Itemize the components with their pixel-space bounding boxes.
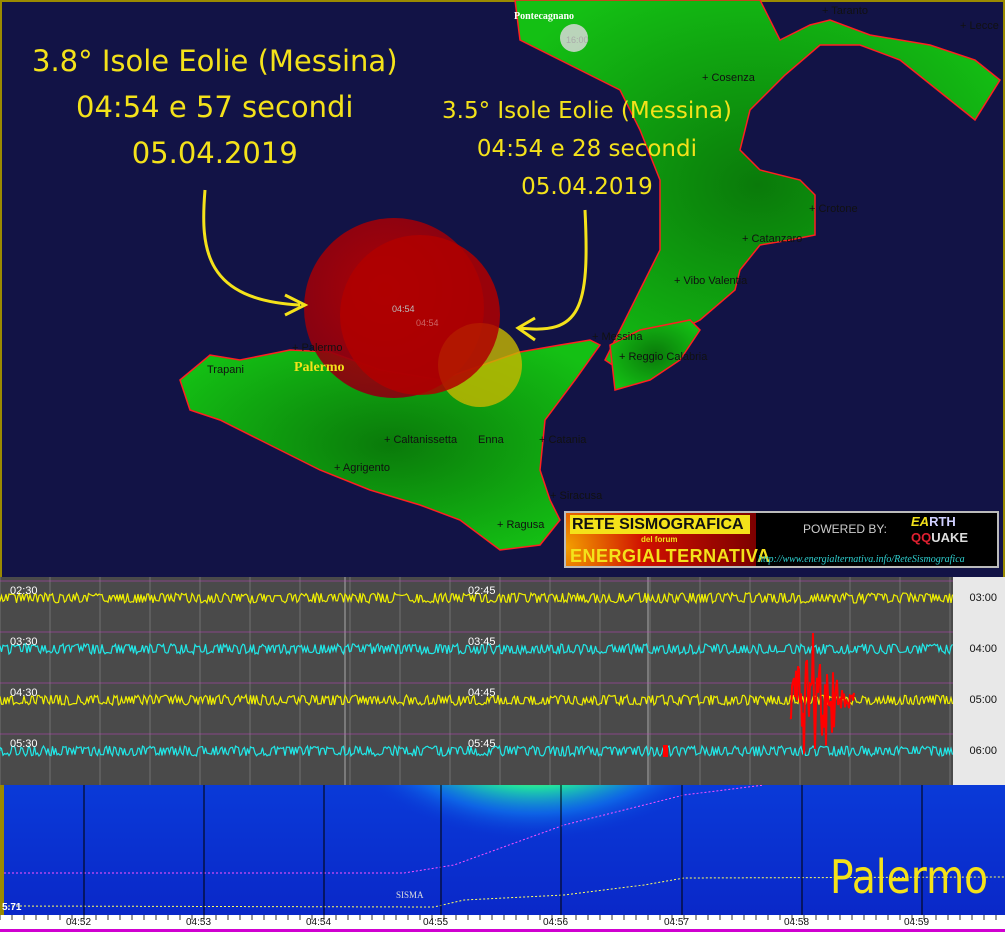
row-3-end-time: 05:00 [969, 694, 997, 706]
banner-powered-by: POWERED BY: [803, 522, 888, 536]
banner-url-link[interactable]: http://www.energialternativa.info/ReteSi… [758, 554, 965, 565]
city-enna: Enna [478, 434, 504, 446]
city-messina: + Messina [592, 331, 643, 343]
time-tick-label: 04:53 [186, 917, 212, 928]
row-1-start-time: 02:30 [10, 585, 38, 597]
city-crotone: + Crotone [809, 203, 858, 215]
seismogram-panel: 02:30 02:45 03:00 03:30 03:45 04:00 04:3… [0, 577, 1005, 785]
quake-label-2: 04:54 [416, 318, 439, 328]
city-lecce: + Lecce [960, 20, 999, 32]
row-1-mid-time: 02:45 [468, 585, 496, 597]
city-taranto: + Taranto [822, 5, 868, 17]
arrow-left [202, 189, 309, 317]
annotation-1-date: 05.04.2019 [131, 136, 298, 170]
magenta-trace [4, 785, 765, 874]
row-4-mid-time: 05:45 [468, 738, 496, 750]
quake-label-1: 04:54 [392, 304, 415, 314]
city-catanzaro: + Catanzaro [742, 233, 803, 245]
time-axis: 04:52 04:53 04:54 04:55 04:56 04:57 04:58 04:59 [0, 915, 1005, 932]
station-pontecagnano-time: 16:00 [566, 35, 589, 45]
arrow-right [515, 209, 588, 342]
calabria-tip [609, 319, 701, 391]
city-vibo-valentia: + Vibo Valentia [674, 275, 748, 287]
city-catania: + Catania [539, 434, 587, 446]
row-2-mid-time: 03:45 [468, 636, 496, 648]
yellow-trace [4, 876, 1005, 908]
row-4-start-time: 05:30 [10, 738, 38, 750]
row-3-mid-time: 04:45 [468, 687, 496, 699]
earthquake-map: 3.8° Isole Eolie (Messina) 04:54 e 57 se… [0, 0, 1005, 577]
annotation-quake-1: 3.8° Isole Eolie (Messina) 04:54 e 57 se… [32, 38, 398, 176]
city-cosenza: + Cosenza [702, 72, 755, 84]
annotation-quake-2: 3.5° Isole Eolie (Messina) 04:54 e 28 se… [442, 92, 732, 206]
city-siracusa: + Siracusa [550, 490, 603, 502]
earthquake-logo-line2: QQUAKE [911, 530, 969, 545]
annotation-2-date: 05.04.2019 [521, 174, 653, 200]
sisma-marker: SISMA [396, 890, 424, 900]
rete-sismografica-banner[interactable]: RETE SISMOGRAFICA del forum ENERGIALTERN… [564, 511, 999, 568]
time-tick-label: 04:52 [66, 917, 92, 928]
banner-subtitle: del forum [641, 535, 678, 544]
seismogram-trace [0, 591, 953, 605]
time-tick-label: 04:59 [904, 917, 930, 928]
annotation-2-time: 04:54 e 28 secondi [476, 136, 697, 162]
annotation-1-magnitude: 3.8° Isole Eolie (Messina) [32, 44, 398, 78]
map-terrain [179, 0, 1001, 551]
row-4-end-time: 06:00 [969, 745, 997, 757]
campania-land [514, 0, 1001, 372]
city-caltanissetta: + Caltanissetta [384, 434, 458, 446]
time-tick-label: 04:55 [423, 917, 449, 928]
spectrogram-image [4, 785, 1005, 915]
time-tick-label: 04:57 [664, 917, 690, 928]
row-1-end-time: 03:00 [969, 592, 997, 604]
seismogram-trace [0, 642, 953, 656]
quake-event-small [663, 745, 668, 757]
spectrogram-station-label: Palermo [830, 850, 989, 904]
station-pontecagnano-label: Pontecagnano [514, 11, 574, 22]
row-3-start-time: 04:30 [10, 687, 38, 699]
quake-burst [364, 785, 704, 895]
quake-event-trace [789, 632, 855, 754]
banner-title: RETE SISMOGRAFICA [570, 515, 750, 534]
city-trapani: Trapani [207, 364, 244, 376]
station-palermo-label: Palermo [294, 360, 345, 375]
city-reggio-calabria: + Reggio Calabria [619, 351, 708, 363]
scale-min-value: 5.71 [2, 902, 22, 913]
earthquake-logo-line1: EARTH [911, 514, 956, 529]
station-pontecagnano-marker [560, 24, 588, 52]
banner-name: ENERGIALTERNATIVA [570, 546, 771, 566]
time-tick-label: 04:54 [306, 917, 332, 928]
city-ragusa: + Ragusa [497, 519, 545, 531]
city-agrigento: + Agrigento [334, 462, 390, 474]
time-tick-label: 04:58 [784, 917, 810, 928]
quake-big-overlay [340, 235, 500, 395]
row-2-end-time: 04:00 [969, 643, 997, 655]
seismogram-hour-column [953, 577, 1005, 785]
city-palermo: + Palermo [292, 342, 343, 354]
annotation-2-magnitude: 3.5° Isole Eolie (Messina) [442, 98, 732, 124]
row-2-start-time: 03:30 [10, 636, 38, 648]
seismogram-traces [0, 577, 953, 785]
annotation-1-time: 04:54 e 57 secondi [76, 90, 354, 124]
seismogram-trace [0, 744, 953, 758]
spectrogram [0, 785, 1005, 915]
time-tick-label: 04:56 [543, 917, 569, 928]
seismogram-trace [0, 693, 953, 707]
